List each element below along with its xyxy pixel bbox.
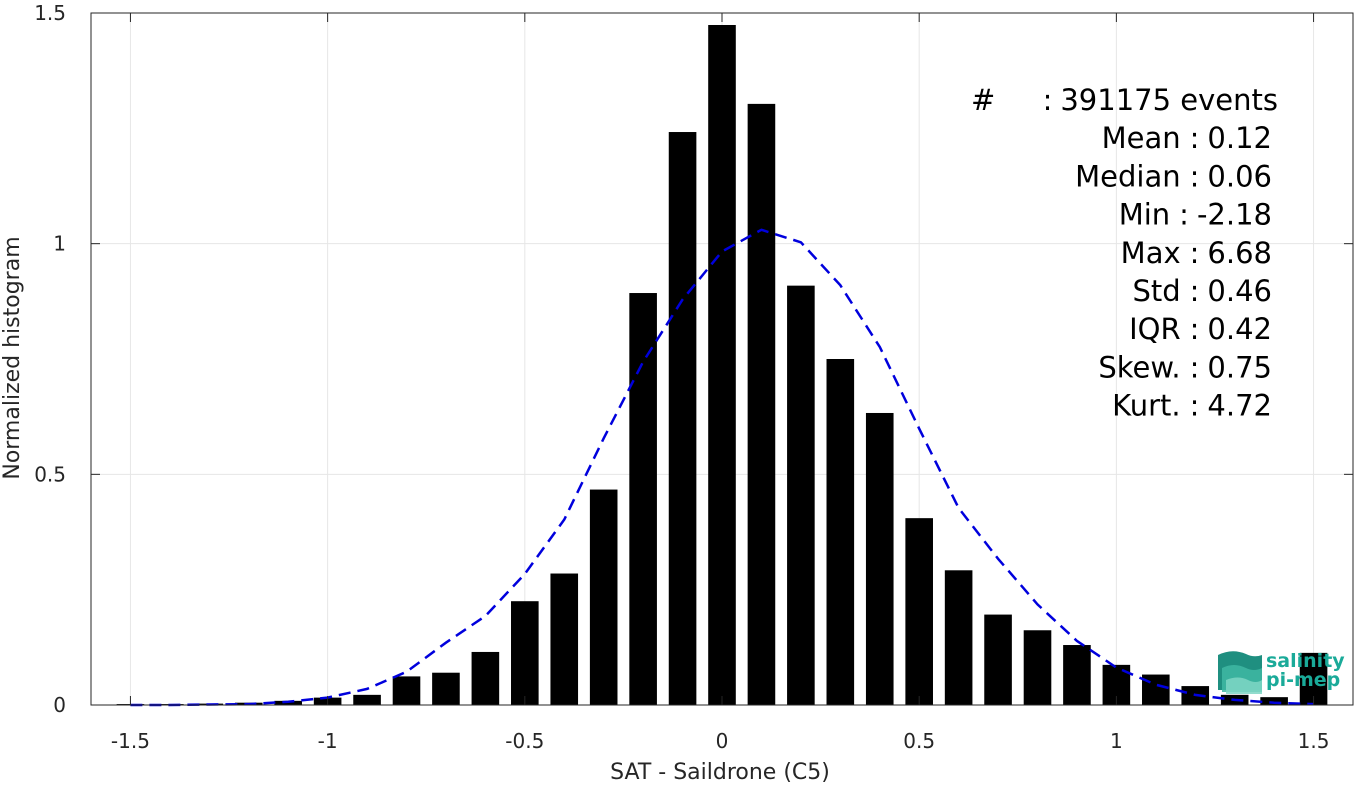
stat-value: 0.75: [1207, 350, 1272, 384]
histogram-bar: [747, 103, 776, 705]
stat-label: Min: [1119, 198, 1170, 232]
histogram-bar: [471, 651, 500, 705]
stat-value: 0.42: [1207, 312, 1272, 346]
y-tick-label: 1: [53, 232, 66, 256]
stat-value: 0.06: [1207, 159, 1272, 193]
stat-label: IQR: [1129, 312, 1181, 346]
y-axis-label: Normalized histogram: [0, 236, 25, 479]
stat-value: 4.72: [1207, 389, 1272, 423]
stat-value: 0.46: [1207, 274, 1272, 308]
stat-label: Median: [1075, 159, 1180, 193]
stat-separator: :: [1190, 389, 1200, 423]
stat-label: Kurt.: [1112, 389, 1180, 423]
histogram-bar: [1063, 645, 1091, 705]
histogram-bar: [668, 132, 697, 706]
axes: [90, 12, 1354, 706]
stat-label: #: [971, 83, 995, 117]
stat-separator: :: [1190, 350, 1200, 384]
x-axis-label: SAT - Saildrone (C5): [610, 760, 830, 785]
histogram-bar: [787, 285, 815, 705]
salinity-pimep-logo: salinity pi-mep: [1218, 650, 1345, 694]
logo-waves-icon: [1218, 651, 1262, 694]
stat-separator: :: [1190, 236, 1200, 270]
histogram-bar: [511, 601, 539, 705]
histogram-bar: [589, 489, 618, 705]
x-tick-label: -1: [318, 729, 338, 753]
histogram-bar: [1023, 630, 1052, 705]
histogram-bar: [865, 412, 894, 705]
histogram-bar: [353, 694, 381, 705]
stat-separator: :: [1190, 274, 1200, 308]
histogram-bar: [550, 573, 579, 705]
histogram-bar: [392, 676, 421, 705]
histogram-bar: [708, 24, 736, 705]
stat-separator: :: [1043, 83, 1053, 117]
stat-value: 6.68: [1207, 236, 1272, 270]
stat-label: Mean: [1102, 121, 1181, 155]
x-tick-label: 1: [1110, 729, 1123, 753]
stat-separator: :: [1179, 198, 1189, 232]
y-tick-label: 1.5: [34, 1, 66, 25]
stat-label: Max: [1121, 236, 1181, 270]
stat-label: Std: [1132, 274, 1180, 308]
y-tick-label: 0: [53, 693, 66, 717]
histogram-bar: [944, 570, 973, 705]
x-tick-label: -1.5: [111, 729, 150, 753]
stat-value: 391175 events: [1060, 83, 1278, 117]
y-tick-label: 0.5: [34, 462, 66, 486]
tick-labels: -1.5 -1 -0.5 0 0.5 1 1.5 0 0.5 1 1.5: [34, 1, 1329, 753]
x-tick-label: 0: [716, 729, 729, 753]
logo-text-line1: salinity: [1266, 650, 1345, 672]
histogram-bar: [984, 614, 1012, 705]
histogram-bar: [826, 359, 855, 705]
stat-separator: :: [1190, 159, 1200, 193]
histogram-bar: [1142, 674, 1170, 705]
x-tick-label: -0.5: [505, 729, 544, 753]
x-tick-label: 1.5: [1298, 729, 1330, 753]
stat-value: -2.18: [1197, 198, 1272, 232]
histogram-bar: [1260, 697, 1288, 705]
logo-text-line2: pi-mep: [1266, 669, 1340, 691]
stat-label: Skew.: [1098, 350, 1180, 384]
histogram-bar: [432, 672, 460, 705]
histogram-bar: [905, 518, 933, 705]
stat-separator: :: [1190, 121, 1200, 155]
stat-value: 0.12: [1207, 121, 1272, 155]
stat-separator: :: [1190, 312, 1200, 346]
histogram-bar: [629, 293, 657, 705]
x-tick-label: 0.5: [903, 729, 935, 753]
